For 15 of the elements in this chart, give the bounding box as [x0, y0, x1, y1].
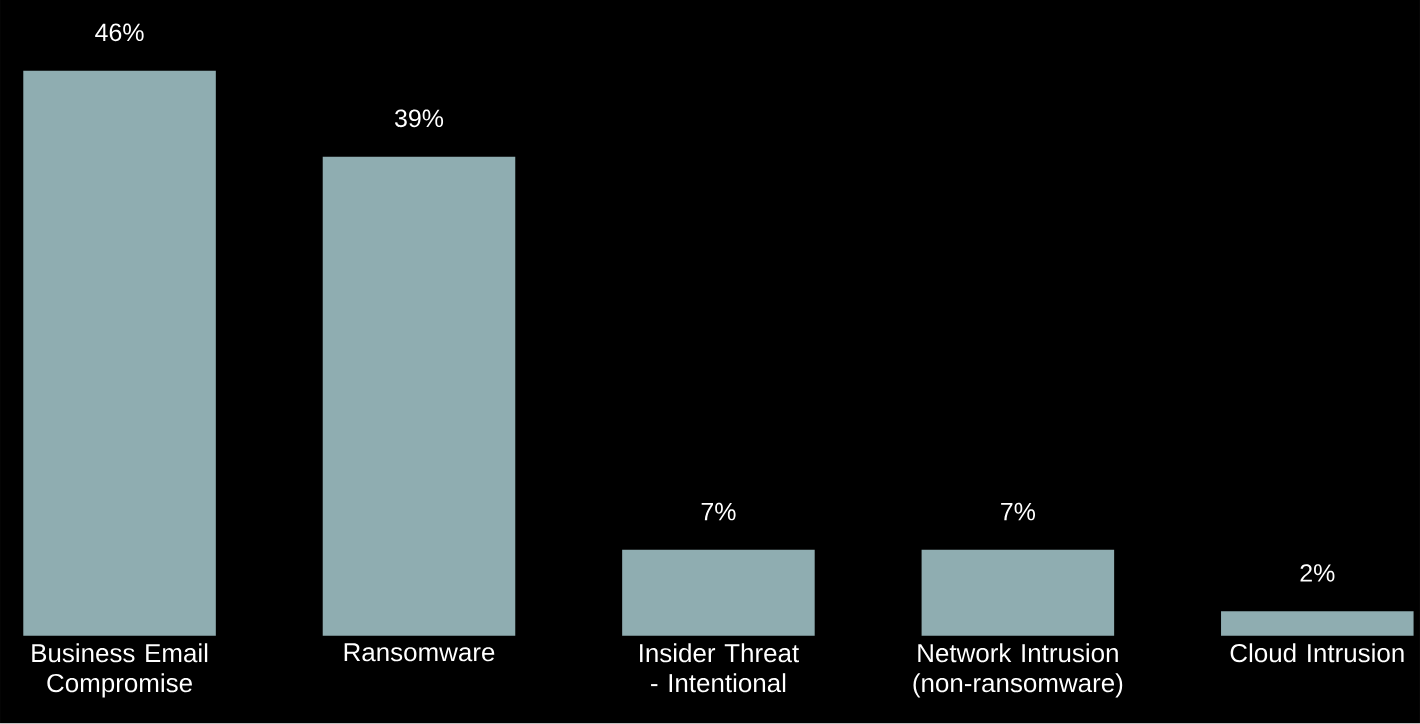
bar	[1221, 611, 1414, 636]
bar	[622, 549, 815, 636]
bar	[322, 156, 516, 636]
bar	[921, 549, 1115, 636]
x-tick-label: Business Email Compromise	[32, 643, 208, 698]
x-tick-label: Cloud Intrusion	[1230, 643, 1404, 663]
data-label: 46%	[95, 23, 144, 42]
x-tick-label: Network Intrusion (non-ransomware)	[913, 643, 1123, 698]
data-label: 7%	[1001, 503, 1036, 521]
data-label: 7%	[701, 503, 736, 521]
data-label: 39%	[394, 109, 444, 128]
x-tick-label: Insider Threat - Intentional	[640, 643, 799, 693]
x-tick-label: Ransomware	[344, 643, 495, 662]
data-label: 2%	[1300, 564, 1335, 582]
bar	[23, 70, 216, 636]
